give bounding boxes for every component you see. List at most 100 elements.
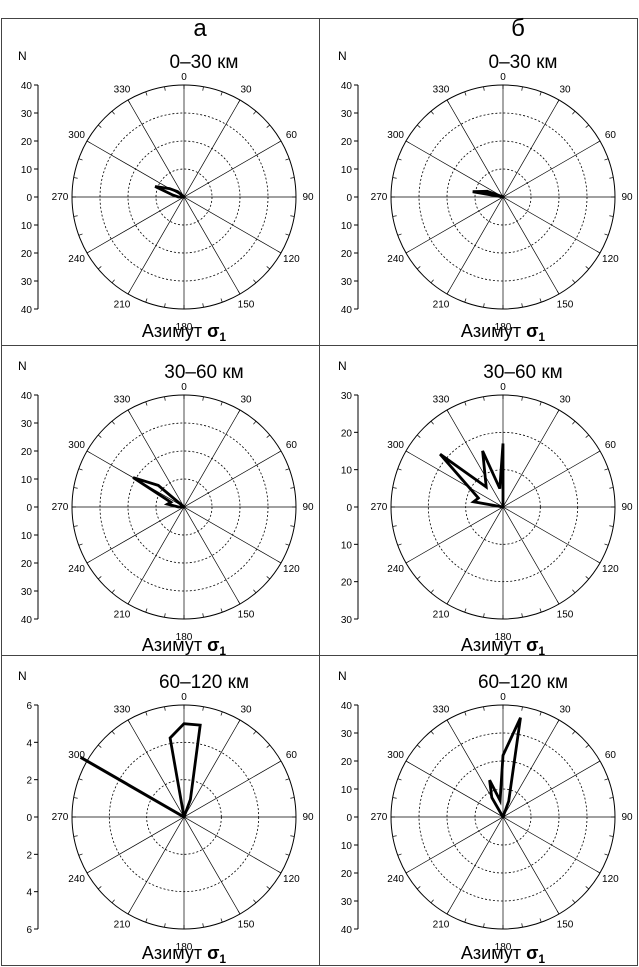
circle-tick [392, 487, 397, 489]
azimuth-label: 210 [433, 609, 450, 620]
circle-tick [397, 158, 402, 161]
azimuth-label: 270 [371, 812, 388, 823]
circle-tick [521, 396, 523, 401]
circle-tick [253, 110, 257, 115]
azimuth-label: 330 [433, 395, 450, 406]
circle-tick [585, 576, 590, 580]
axis-tick-label: 4 [26, 888, 32, 899]
circle-tick [609, 797, 614, 799]
azimuth-label: 60 [286, 750, 298, 761]
axis-tick-label: 0 [346, 813, 352, 824]
circle-tick [556, 99, 560, 104]
azimuth-label: 150 [557, 299, 574, 310]
azimuth-label: 60 [605, 440, 617, 451]
azimuth-label: 240 [387, 874, 404, 885]
azimuth-label: 150 [238, 919, 255, 930]
circle-tick [86, 870, 91, 874]
circle-tick [253, 420, 257, 425]
circle-tick [604, 853, 609, 856]
azimuth-label: 30 [240, 85, 252, 96]
circle-tick [237, 99, 241, 104]
axis-tick-label: 20 [341, 869, 353, 880]
azimuth-label: 180 [495, 322, 512, 333]
axis-tick-label: 0 [26, 503, 32, 514]
azimuth-label: 120 [283, 254, 300, 265]
circle-tick [392, 797, 397, 799]
axis-tick-label: 40 [341, 925, 353, 936]
circle-tick [521, 923, 523, 928]
circle-tick [416, 886, 421, 890]
circle-tick [483, 706, 485, 711]
circle-tick [572, 589, 576, 594]
circle-tick [285, 158, 290, 161]
circle-tick [430, 589, 434, 594]
circle-tick [609, 487, 614, 489]
azimuth-label: 330 [114, 395, 131, 406]
circle-tick [97, 434, 102, 438]
circle-tick [277, 870, 282, 874]
circle-tick [277, 560, 282, 564]
circle-tick [253, 899, 257, 904]
circle-tick [237, 409, 241, 414]
panel-a3: 60–120 кмN030609012015018021024027030033… [18, 669, 314, 966]
rose-series [154, 185, 185, 199]
circle-tick [585, 434, 590, 438]
axis-tick-label: 30 [341, 277, 353, 288]
circle-tick [111, 279, 115, 284]
axis-tick-label: 0 [26, 813, 32, 824]
circle-tick [86, 250, 91, 254]
circle-tick [521, 706, 523, 711]
circle-tick [266, 576, 271, 580]
azimuth-label: 60 [286, 130, 298, 141]
circle-tick [539, 711, 542, 716]
azimuth-label: 240 [68, 254, 85, 265]
axis-tick-label: 30 [341, 897, 353, 908]
circle-tick [397, 233, 402, 236]
azimuth-label: 180 [495, 632, 512, 643]
circle-tick [202, 613, 204, 618]
panel-title: 30–60 км [483, 362, 563, 383]
azimuth-label: 270 [52, 192, 69, 203]
circle-tick [290, 835, 295, 837]
azimuth-label: 150 [238, 299, 255, 310]
circle-tick [416, 434, 421, 438]
circle-tick [585, 744, 590, 748]
circle-tick [464, 711, 467, 716]
panel-title: 60–120 км [478, 672, 568, 693]
axis-tick-label: 10 [341, 165, 353, 176]
circle-tick [277, 450, 282, 454]
circle-tick [397, 853, 402, 856]
circle-tick [164, 303, 166, 308]
azimuth-label: 90 [621, 192, 633, 203]
azimuth-label: 90 [302, 192, 314, 203]
circle-tick [392, 525, 397, 527]
rose-series [168, 722, 202, 818]
circle-tick [572, 420, 576, 425]
circle-tick [220, 711, 223, 716]
azimuth-label: 240 [387, 254, 404, 265]
circle-tick [111, 420, 115, 425]
circle-tick [97, 266, 102, 270]
azimuth-label: 300 [387, 130, 404, 141]
circle-tick [609, 215, 614, 217]
azimuth-label: 90 [302, 502, 314, 513]
circle-tick [539, 298, 542, 303]
azimuth-label: 90 [621, 502, 633, 513]
n-axis-label: N [18, 49, 27, 63]
circle-tick [145, 91, 148, 96]
rose-series [488, 717, 522, 818]
circle-tick [405, 450, 410, 454]
circle-tick [405, 250, 410, 254]
x-axis-label: Азимут σ1 [461, 943, 545, 966]
azimuth-label: 300 [387, 440, 404, 451]
axis-tick-label: 40 [21, 305, 33, 316]
circle-tick [585, 266, 590, 270]
azimuth-label: 300 [387, 750, 404, 761]
axis-tick-label: 30 [21, 419, 33, 430]
circle-tick [464, 298, 467, 303]
circle-tick [78, 543, 83, 546]
circle-tick [604, 778, 609, 781]
circle-tick [483, 86, 485, 91]
circle-tick [416, 266, 421, 270]
circle-tick [446, 719, 450, 724]
